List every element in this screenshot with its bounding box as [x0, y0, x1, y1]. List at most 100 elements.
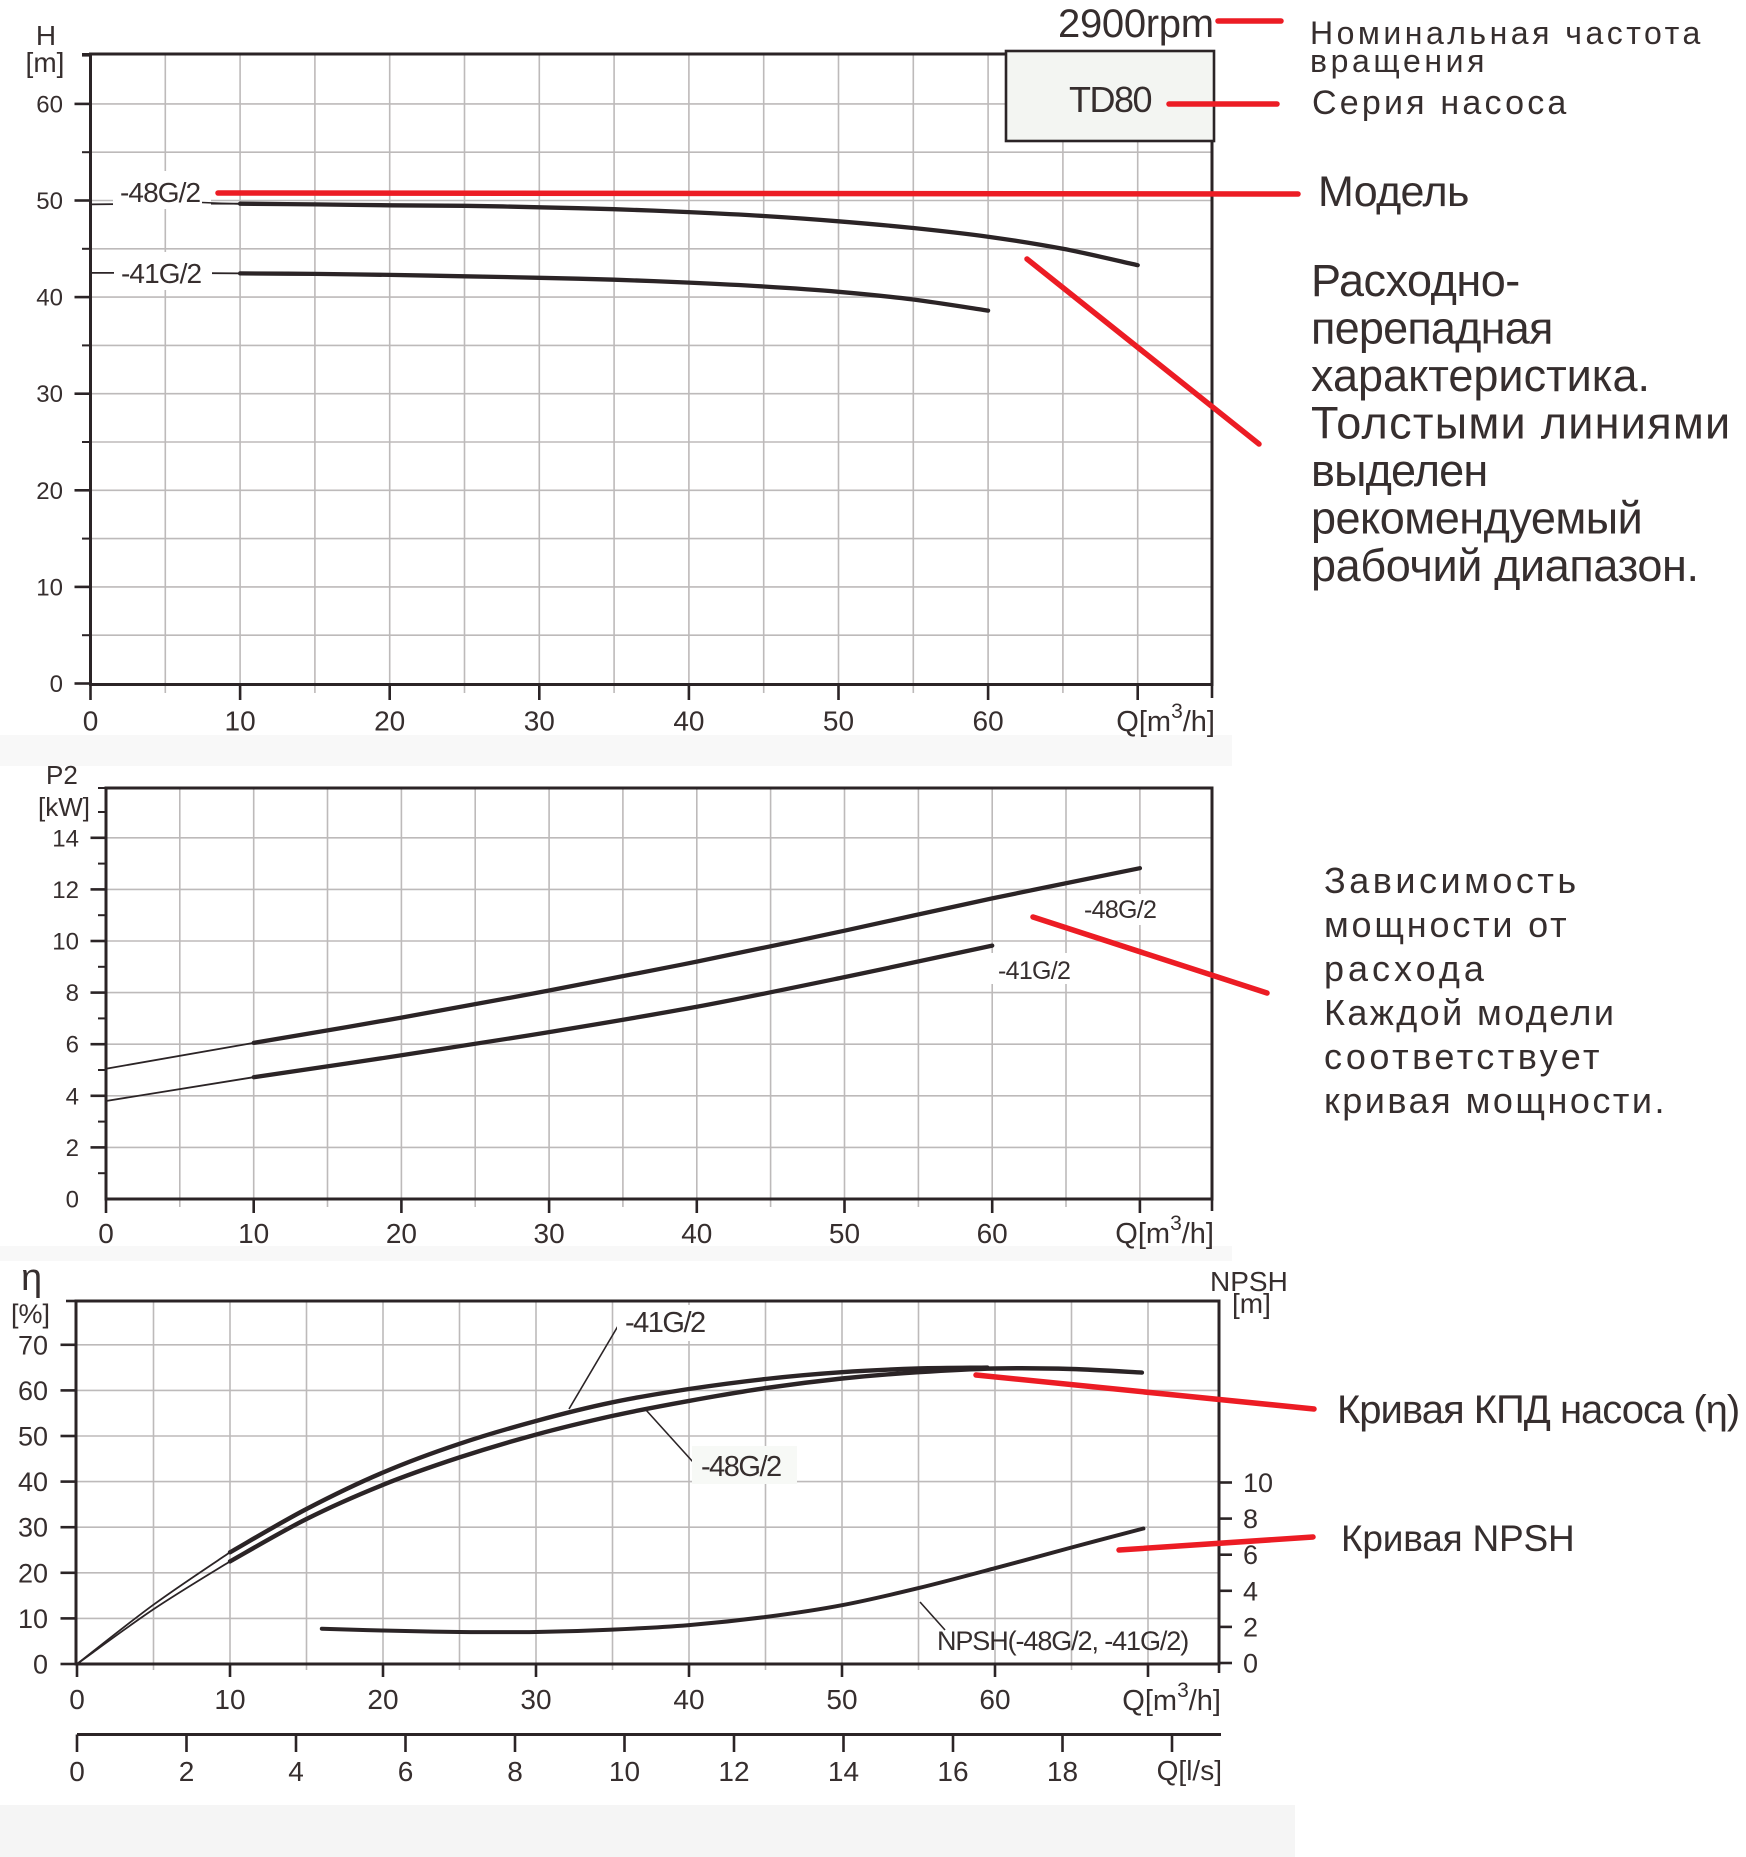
svg-text:30: 30 [520, 1684, 551, 1715]
svg-text:10: 10 [238, 1218, 269, 1249]
svg-text:соответствует: соответствует [1324, 1036, 1603, 1077]
svg-text:14: 14 [52, 825, 79, 852]
svg-text:60: 60 [979, 1684, 1010, 1715]
svg-text:вращения: вращения [1310, 43, 1488, 79]
svg-text:2: 2 [1243, 1612, 1258, 1642]
svg-text:Серия насоса: Серия насоса [1312, 84, 1570, 122]
svg-text:6: 6 [66, 1032, 79, 1059]
svg-text:14: 14 [828, 1756, 859, 1787]
svg-text:0: 0 [69, 1684, 85, 1715]
svg-text:10: 10 [52, 929, 79, 956]
svg-text:Кривая КПД насоса (η): Кривая КПД насоса (η) [1337, 1388, 1739, 1432]
svg-text:8: 8 [507, 1756, 523, 1787]
svg-text:Q[m3/h]: Q[m3/h] [1116, 700, 1215, 738]
svg-text:40: 40 [18, 1467, 48, 1497]
svg-text:Кривая NPSH: Кривая NPSH [1341, 1518, 1575, 1559]
svg-text:2: 2 [179, 1756, 195, 1787]
svg-text:30: 30 [18, 1513, 48, 1543]
svg-text:20: 20 [374, 706, 405, 737]
svg-text:10: 10 [18, 1604, 48, 1634]
svg-text:расхода: расхода [1324, 948, 1488, 989]
svg-text:η: η [21, 1257, 42, 1299]
svg-text:рабочий диапазон.: рабочий диапазон. [1311, 540, 1699, 591]
svg-text:0: 0 [69, 1756, 85, 1787]
svg-text:-41G/2: -41G/2 [998, 957, 1070, 985]
svg-text:4: 4 [1243, 1576, 1258, 1606]
svg-text:0: 0 [33, 1650, 48, 1680]
svg-text:12: 12 [52, 877, 79, 904]
svg-text:-41G/2: -41G/2 [625, 1307, 705, 1339]
svg-text:50: 50 [829, 1218, 860, 1249]
svg-text:12: 12 [718, 1756, 749, 1787]
svg-text:0: 0 [98, 1218, 114, 1249]
svg-text:50: 50 [18, 1422, 48, 1452]
svg-text:70: 70 [18, 1330, 48, 1360]
svg-text:-48G/2: -48G/2 [1084, 896, 1156, 924]
svg-text:60: 60 [973, 706, 1004, 737]
svg-text:NPSH(-48G/2, -41G/2): NPSH(-48G/2, -41G/2) [937, 1626, 1188, 1656]
svg-text:20: 20 [367, 1684, 398, 1715]
svg-text:H: H [36, 20, 56, 51]
svg-text:60: 60 [36, 91, 63, 118]
svg-text:рекомендуемый: рекомендуемый [1311, 493, 1642, 544]
svg-text:Расходно-: Расходно- [1311, 255, 1520, 306]
svg-text:50: 50 [823, 706, 854, 737]
svg-text:Номинальная частота: Номинальная частота [1310, 15, 1704, 51]
svg-text:6: 6 [1243, 1540, 1258, 1570]
svg-text:[kW]: [kW] [38, 792, 90, 822]
svg-text:Толстыми линиями: Толстыми линиями [1311, 398, 1731, 449]
svg-text:кривая мощности.: кривая мощности. [1324, 1080, 1667, 1121]
svg-text:60: 60 [977, 1218, 1008, 1249]
svg-text:50: 50 [36, 188, 63, 215]
svg-text:10: 10 [609, 1756, 640, 1787]
svg-text:0: 0 [50, 671, 63, 698]
svg-text:40: 40 [681, 1218, 712, 1249]
svg-text:20: 20 [18, 1558, 48, 1588]
svg-text:мощности от: мощности от [1324, 904, 1569, 945]
svg-text:Каждой модели: Каждой модели [1324, 992, 1616, 1033]
svg-text:Модель: Модель [1318, 168, 1469, 216]
svg-text:[%]: [%] [11, 1299, 50, 1329]
svg-text:2900rpm: 2900rpm [1058, 2, 1214, 46]
svg-text:NPSH: NPSH [1210, 1266, 1288, 1297]
svg-text:Q[l/s]: Q[l/s] [1157, 1755, 1222, 1786]
svg-text:Q[m3/h]: Q[m3/h] [1122, 1679, 1221, 1717]
svg-text:30: 30 [524, 706, 555, 737]
svg-text:характеристика.: характеристика. [1311, 350, 1650, 401]
svg-text:30: 30 [36, 381, 63, 408]
svg-text:0: 0 [83, 706, 99, 737]
svg-text:8: 8 [1243, 1504, 1258, 1534]
svg-text:16: 16 [937, 1756, 968, 1787]
svg-text:2: 2 [66, 1135, 79, 1162]
svg-text:[m]: [m] [1232, 1288, 1271, 1319]
svg-text:20: 20 [36, 478, 63, 505]
svg-text:Q[m3/h]: Q[m3/h] [1115, 1212, 1214, 1250]
svg-text:40: 40 [36, 285, 63, 312]
svg-text:40: 40 [673, 1684, 704, 1715]
svg-text:40: 40 [673, 706, 704, 737]
svg-text:10: 10 [214, 1684, 245, 1715]
svg-text:20: 20 [386, 1218, 417, 1249]
svg-text:P2: P2 [46, 760, 78, 790]
svg-text:Зависимость: Зависимость [1324, 860, 1580, 901]
svg-text:[m]: [m] [26, 47, 65, 78]
svg-text:0: 0 [1243, 1649, 1258, 1679]
svg-text:10: 10 [1243, 1468, 1273, 1498]
svg-text:10: 10 [225, 706, 256, 737]
svg-text:-48G/2: -48G/2 [701, 1451, 781, 1483]
svg-text:-41G/2: -41G/2 [121, 258, 202, 289]
svg-text:4: 4 [66, 1083, 79, 1110]
svg-text:0: 0 [66, 1187, 79, 1214]
svg-text:30: 30 [534, 1218, 565, 1249]
svg-text:TD80: TD80 [1069, 79, 1152, 120]
svg-text:перепадная: перепадная [1311, 303, 1553, 354]
svg-text:8: 8 [66, 980, 79, 1007]
svg-text:10: 10 [36, 574, 63, 601]
svg-text:-48G/2: -48G/2 [120, 177, 201, 208]
svg-text:4: 4 [288, 1756, 304, 1787]
svg-text:50: 50 [826, 1684, 857, 1715]
svg-text:выделен: выделен [1311, 445, 1487, 496]
svg-text:18: 18 [1047, 1756, 1078, 1787]
svg-text:6: 6 [398, 1756, 414, 1787]
svg-text:60: 60 [18, 1376, 48, 1406]
